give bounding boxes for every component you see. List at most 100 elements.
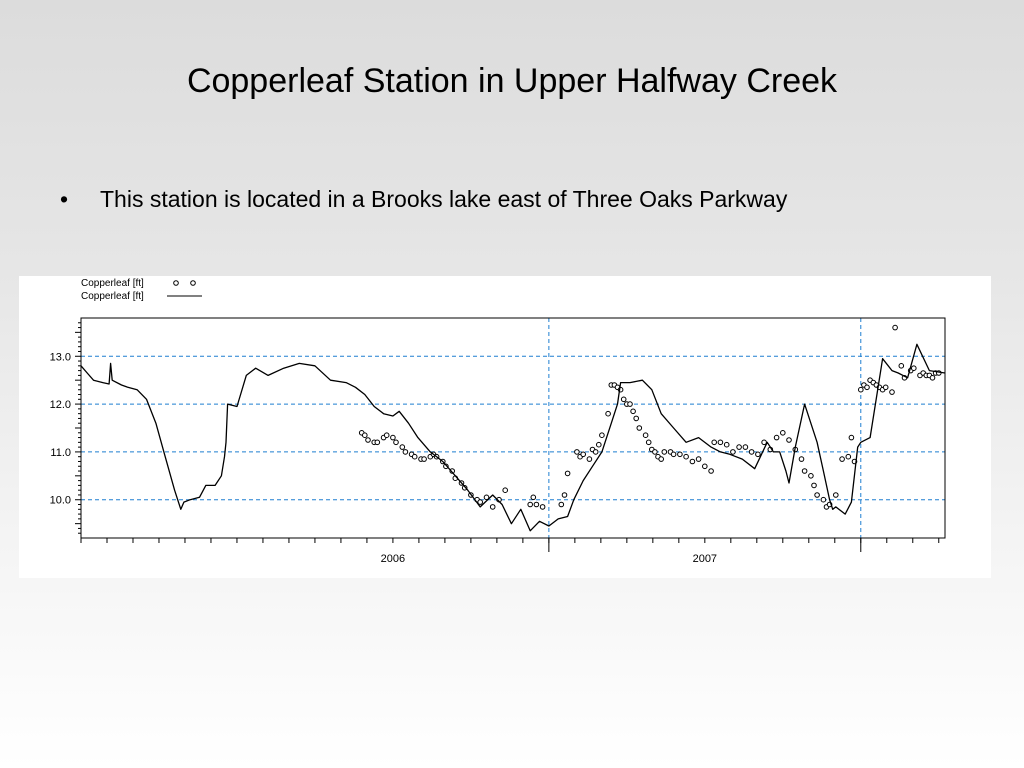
data-point-marker — [483, 494, 490, 501]
data-point-marker — [929, 375, 936, 381]
plot-frame — [80, 317, 946, 539]
data-point-marker — [892, 324, 898, 331]
grid-lines — [81, 318, 945, 538]
data-point-marker — [848, 434, 855, 441]
data-point-marker — [677, 451, 683, 458]
data-point-marker — [786, 437, 792, 443]
data-point-marker — [393, 439, 399, 446]
data-point-marker — [711, 439, 718, 446]
legend-marker-symbol — [190, 280, 196, 286]
data-point-marker — [630, 408, 636, 415]
data-point-marker — [421, 456, 427, 462]
data-point-marker — [670, 451, 677, 458]
legend: Copperleaf [ft] Copperleaf [ft] — [81, 278, 202, 302]
bullet-text: This station is located in a Brooks lake… — [100, 186, 788, 212]
data-point-marker — [443, 463, 449, 470]
plot-area — [80, 324, 946, 532]
data-point-marker — [858, 386, 864, 393]
data-point-marker — [761, 439, 767, 446]
data-point-marker — [661, 449, 668, 455]
data-point-marker — [592, 449, 599, 455]
data-point-marker — [658, 456, 665, 462]
data-point-marker — [558, 501, 565, 508]
data-point-marker — [808, 473, 814, 479]
data-point-marker — [898, 363, 905, 369]
data-point-marker — [689, 458, 696, 465]
data-point-marker — [620, 396, 627, 403]
data-point-marker — [702, 463, 708, 470]
data-point-marker — [605, 410, 611, 417]
data-point-marker — [736, 444, 742, 450]
data-point-marker — [839, 456, 845, 462]
water-level-chart: Copperleaf [ft] Copperleaf [ft] 13.0 12.0 1… — [50, 278, 946, 565]
data-point-marker — [748, 449, 755, 455]
data-point-marker — [811, 482, 817, 489]
data-point-marker — [402, 449, 409, 455]
data-point-marker — [539, 504, 546, 510]
data-point-marker — [449, 468, 456, 474]
y-tick-label: 10.0 — [50, 495, 71, 507]
data-point-marker — [633, 415, 640, 422]
data-point-marker — [561, 492, 568, 498]
data-point-marker — [864, 384, 870, 391]
y-tick-label: 13.0 — [50, 351, 71, 363]
data-point-marker — [580, 451, 587, 458]
y-tick-label: 11.0 — [50, 447, 71, 459]
data-point-marker — [801, 468, 808, 474]
data-point-marker — [530, 494, 537, 501]
data-point-marker — [717, 439, 724, 446]
data-point-marker — [642, 432, 649, 438]
axes: 13.012.011.010.0200620072008 — [50, 317, 946, 565]
bullet-item: • This station is located in a Brooks lak… — [60, 186, 787, 213]
data-point-marker — [820, 496, 827, 503]
data-point-marker — [383, 432, 390, 438]
legend-label: Copperleaf [ft] — [81, 278, 144, 289]
y-tick-label: 12.0 — [50, 399, 71, 411]
data-point-marker — [833, 492, 839, 498]
data-point-marker — [652, 449, 658, 455]
data-point-marker — [683, 453, 689, 460]
data-point-marker — [627, 401, 633, 407]
data-point-marker — [773, 434, 780, 441]
data-point-marker — [574, 449, 580, 455]
data-point-marker — [461, 485, 468, 491]
data-point-marker — [502, 487, 509, 493]
data-point-marker — [889, 389, 895, 395]
data-point-marker — [411, 453, 418, 460]
data-point-marker — [599, 432, 605, 438]
data-point-marker — [814, 492, 820, 498]
data-point-marker — [742, 444, 749, 450]
data-point-marker — [780, 430, 786, 436]
data-point-marker — [362, 432, 368, 438]
data-point-marker — [533, 501, 540, 508]
data-point-marker — [390, 434, 396, 441]
legend-label: Copperleaf [ft] — [81, 291, 144, 302]
data-point-marker — [730, 449, 736, 455]
x-tick-label: 2006 — [381, 553, 405, 565]
bullet-marker: • — [60, 186, 69, 212]
data-point-marker — [399, 444, 406, 450]
data-point-marker — [695, 456, 702, 462]
data-point-marker — [365, 437, 371, 443]
data-point-marker — [586, 456, 593, 462]
data-point-marker — [374, 439, 381, 446]
data-point-marker — [845, 453, 852, 460]
data-point-marker — [527, 501, 534, 508]
data-point-marker — [489, 504, 496, 510]
data-point-marker — [477, 499, 484, 505]
data-point-marker — [596, 441, 602, 448]
data-point-marker — [645, 439, 652, 446]
data-point-marker — [708, 468, 714, 474]
series-line-copperleaf — [80, 343, 946, 532]
data-point-marker — [723, 441, 730, 448]
data-point-marker — [798, 456, 805, 462]
chart-panel: Copperleaf [ft] Copperleaf [ft] 13.0 12.0 1… — [19, 276, 991, 578]
data-point-marker — [636, 425, 643, 431]
slide-title: Copperleaf Station in Upper Halfway Cree… — [186, 62, 838, 100]
data-point-marker — [882, 384, 889, 391]
data-point-marker — [755, 451, 761, 458]
x-tick-label: 2007 — [693, 553, 717, 565]
data-point-marker — [911, 365, 917, 371]
legend-marker-symbol — [173, 280, 179, 286]
data-point-marker — [564, 470, 571, 477]
